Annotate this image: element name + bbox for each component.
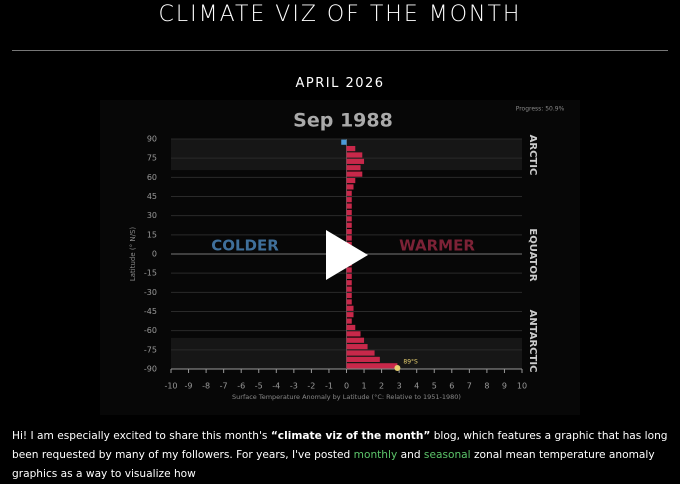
bar <box>346 152 363 158</box>
text-run: blog, which features a graphic that has … <box>12 430 668 461</box>
bar <box>346 171 363 177</box>
text-run: and <box>397 449 424 461</box>
y-tick-label: -45 <box>144 307 157 316</box>
x-tick-label: 2 <box>379 382 384 391</box>
bar <box>346 273 352 279</box>
bar <box>346 197 352 203</box>
y-axis-label: Latitude (° N/S) <box>129 227 137 282</box>
bar <box>346 331 361 337</box>
bar <box>346 344 368 350</box>
bar <box>346 305 354 311</box>
bar <box>346 203 352 209</box>
bar <box>346 337 365 343</box>
bar <box>346 292 352 299</box>
bar <box>346 209 352 216</box>
x-tick-label: 4 <box>414 382 419 391</box>
y-tick-label: 75 <box>147 154 157 163</box>
x-tick-label: -9 <box>185 382 193 391</box>
bar <box>346 145 356 152</box>
video-frame[interactable]: Progress: 50.9% Sep 1988 9075604530150-1… <box>0 0 680 420</box>
x-tick-label: 6 <box>449 382 454 391</box>
x-tick-label: -1 <box>325 382 333 391</box>
y-tick-label: -60 <box>144 326 157 335</box>
y-tick-label: -15 <box>144 269 157 278</box>
bar <box>346 280 352 286</box>
divider <box>12 50 668 51</box>
page-subtitle: APRIL 2026 <box>295 76 385 91</box>
x-tick-label: 0 <box>344 382 349 391</box>
y-tick-label: 90 <box>147 135 157 144</box>
x-axis-label: Surface Temperature Anomaly by Latitude … <box>232 393 461 401</box>
bar <box>346 158 365 164</box>
text-run: “climate viz of the month” <box>270 430 431 442</box>
colder-label: COLDER <box>211 237 279 255</box>
y-tick-label: -30 <box>144 288 157 297</box>
x-tick-label: 9 <box>502 382 507 391</box>
y-tick-label: 30 <box>147 211 157 220</box>
bar <box>346 350 375 356</box>
bar <box>346 235 352 241</box>
x-tick-label: 8 <box>484 382 489 391</box>
x-tick-label: -3 <box>290 382 298 391</box>
bar <box>346 363 398 369</box>
x-tick-label: -2 <box>307 382 315 391</box>
region-label: ANTARCTIC <box>527 310 538 373</box>
x-tick-label: 3 <box>397 382 402 391</box>
bar <box>341 139 347 145</box>
x-tick-label: 1 <box>362 382 367 391</box>
x-tick-label: -8 <box>202 382 210 391</box>
bar <box>346 165 361 171</box>
annotation: 89°S <box>403 359 418 366</box>
y-tick-label: -75 <box>144 345 157 354</box>
bar <box>346 184 354 190</box>
y-tick-label: -90 <box>144 365 157 374</box>
bar <box>346 299 352 305</box>
x-tick-label: -6 <box>237 382 245 391</box>
progress: Progress: 50.9% <box>516 106 565 113</box>
y-tick-label: 45 <box>147 192 157 201</box>
bar <box>346 190 352 196</box>
region-label: ARCTIC <box>527 135 538 176</box>
page-title: CLIMATE VIZ OF THE MONTH <box>158 2 522 27</box>
x-tick-label: 10 <box>517 382 527 391</box>
bar <box>346 229 352 235</box>
region-label: EQUATOR <box>527 228 538 281</box>
bar <box>346 222 352 228</box>
x-tick-label: -4 <box>272 382 280 391</box>
bar <box>346 356 380 363</box>
intro-paragraph: Hi! I am especially excited to share thi… <box>12 427 672 484</box>
x-tick-label: 7 <box>467 382 472 391</box>
x-tick-label: -7 <box>220 382 228 391</box>
link[interactable]: seasonal <box>423 449 471 461</box>
bar <box>346 312 354 318</box>
play-button <box>326 230 368 280</box>
text-run: Hi! I am especially excited to share thi… <box>12 430 271 442</box>
x-tick-label: -5 <box>255 382 263 391</box>
y-tick-label: 0 <box>152 250 157 259</box>
x-tick-label: 5 <box>432 382 437 391</box>
x-tick-label: -10 <box>164 382 177 391</box>
link[interactable]: monthly <box>353 449 398 461</box>
y-tick-label: 15 <box>147 230 157 239</box>
bar <box>346 318 352 324</box>
bar <box>346 324 356 331</box>
bar <box>346 267 352 273</box>
bar <box>346 177 356 184</box>
bar <box>346 286 352 292</box>
bar <box>346 216 352 222</box>
chart-title: Sep 1988 <box>293 110 393 132</box>
annotation-dot <box>394 365 401 371</box>
y-tick-label: 60 <box>147 173 157 182</box>
warmer-label: WARMER <box>399 237 475 255</box>
